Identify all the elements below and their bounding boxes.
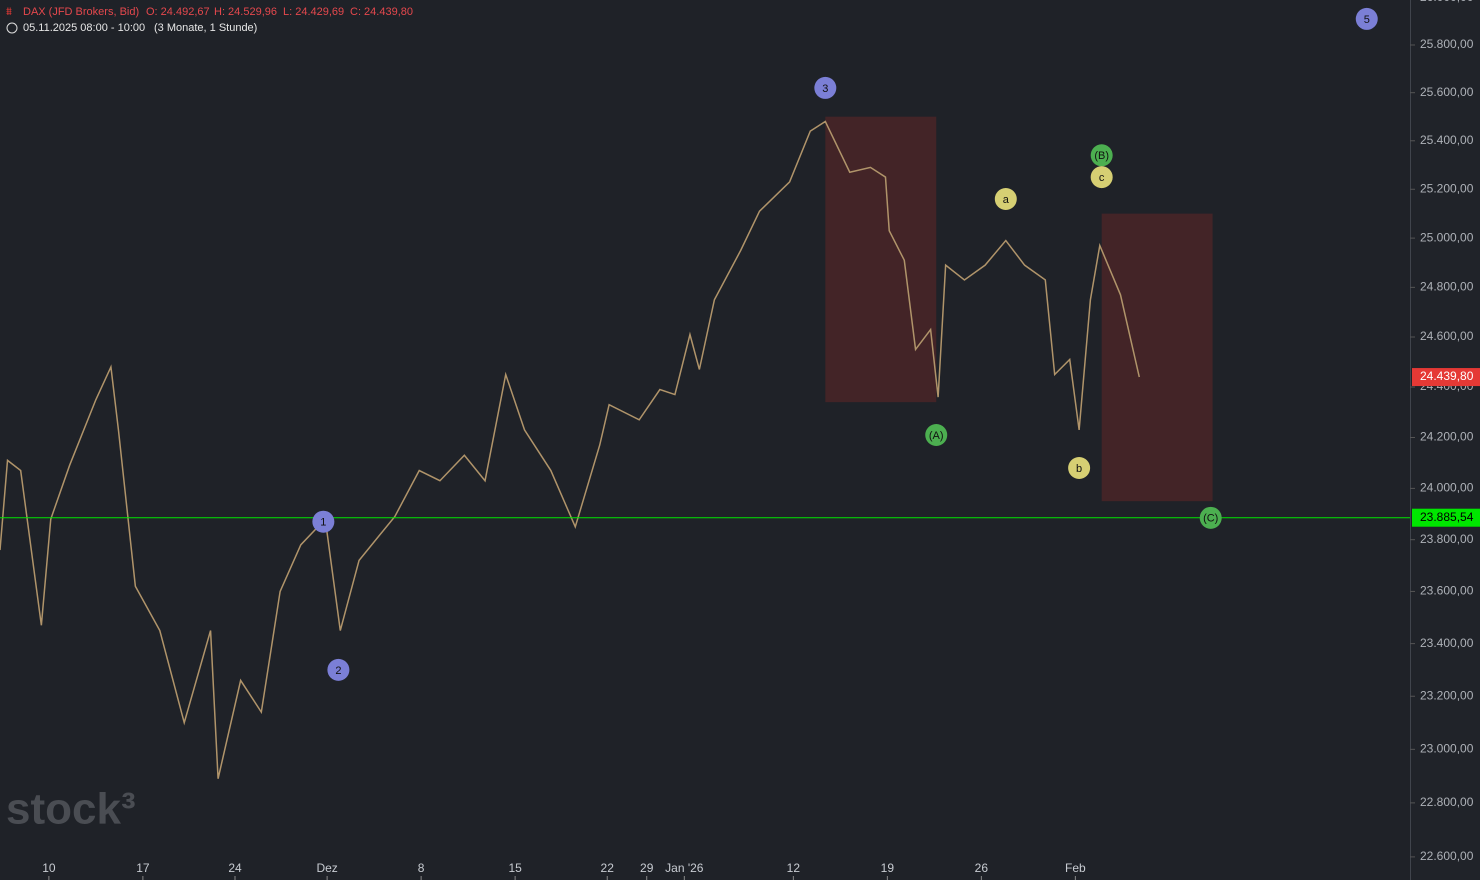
ohlc-open: O: 24.492,67 xyxy=(146,6,210,18)
wave-label: c xyxy=(1099,172,1105,184)
wave-label: b xyxy=(1076,463,1082,475)
x-tick-label: Dez xyxy=(316,861,337,875)
wave-marker xyxy=(1090,166,1113,189)
last-price-label: 24.439,80 xyxy=(1420,369,1474,383)
ohlc-close: C: 24.439,80 xyxy=(350,6,413,18)
wave-marker xyxy=(1090,144,1113,167)
y-tick-label: 25.600,00 xyxy=(1420,85,1474,99)
x-tick-label: 10 xyxy=(42,861,56,875)
x-tick-label: 24 xyxy=(228,861,242,875)
y-tick-label: 25.800,00 xyxy=(1420,37,1474,51)
y-tick-label: 24.200,00 xyxy=(1420,430,1474,444)
x-tick-label: 22 xyxy=(601,861,615,875)
x-tick-label: 17 xyxy=(136,861,150,875)
y-tick-label: 23.800,00 xyxy=(1420,532,1474,546)
x-tick-label: 29 xyxy=(640,861,654,875)
wave-marker xyxy=(312,510,335,533)
zone xyxy=(1101,213,1213,502)
watermark: stock³ xyxy=(6,785,136,834)
ohlc-high: H: 24.529,96 xyxy=(214,6,277,18)
wave-label: 5 xyxy=(1364,14,1370,26)
wave-label: 3 xyxy=(822,83,828,95)
y-tick-label: 23.400,00 xyxy=(1420,636,1474,650)
clock-icon xyxy=(6,22,18,34)
wave-marker xyxy=(994,187,1017,210)
wave-label: (B) xyxy=(1094,150,1109,162)
wave-marker xyxy=(327,658,350,681)
x-tick-label: Feb xyxy=(1065,861,1086,875)
wave-label: (C) xyxy=(1203,513,1218,525)
y-tick-label: 23.600,00 xyxy=(1420,584,1474,598)
y-tick-label: 26.000,00 xyxy=(1420,0,1474,4)
x-tick-label: 15 xyxy=(508,861,522,875)
date-range: 05.11.2025 08:00 - 10:00 xyxy=(23,22,145,34)
y-tick-label: 24.800,00 xyxy=(1420,280,1474,294)
x-tick-label: 26 xyxy=(975,861,989,875)
y-tick-label: 25.200,00 xyxy=(1420,181,1474,195)
y-tick-label: 25.400,00 xyxy=(1420,133,1474,147)
level-label: 23.885,54 xyxy=(1420,510,1474,524)
x-tick-label: 19 xyxy=(881,861,895,875)
ohlc-low: L: 24.429,69 xyxy=(283,6,344,18)
wave-marker xyxy=(1199,506,1222,529)
zone xyxy=(825,116,937,403)
wave-marker xyxy=(925,423,948,446)
wave-marker xyxy=(814,76,837,99)
wave-marker xyxy=(1355,7,1378,30)
level-tag xyxy=(1412,508,1480,527)
y-tick-label: 23.000,00 xyxy=(1420,742,1474,756)
price-axis-panel xyxy=(1410,0,1480,880)
y-tick-label: 22.800,00 xyxy=(1420,795,1474,809)
wave-label: (A) xyxy=(929,430,944,442)
last-price-tag xyxy=(1412,368,1480,387)
chart-icon: ⩩ xyxy=(6,6,12,18)
price-line xyxy=(0,120,1141,779)
x-tick-label: 12 xyxy=(787,861,801,875)
y-tick-label: 24.000,00 xyxy=(1420,481,1474,495)
period: (3 Monate, 1 Stunde) xyxy=(154,22,257,34)
wave-label: 1 xyxy=(320,517,326,529)
wave-marker xyxy=(1068,456,1091,479)
x-tick-label: Jan '26 xyxy=(665,861,704,875)
y-tick-label: 24.600,00 xyxy=(1420,329,1474,343)
symbol: DAX (JFD Brokers, Bid) xyxy=(23,6,139,18)
y-tick-label: 25.000,00 xyxy=(1420,230,1474,244)
y-tick-label: 22.600,00 xyxy=(1420,849,1474,863)
y-tick-label: 23.200,00 xyxy=(1420,688,1474,702)
wave-label: a xyxy=(1003,194,1010,206)
wave-label: 2 xyxy=(335,665,341,677)
x-tick-label: 8 xyxy=(418,861,425,875)
